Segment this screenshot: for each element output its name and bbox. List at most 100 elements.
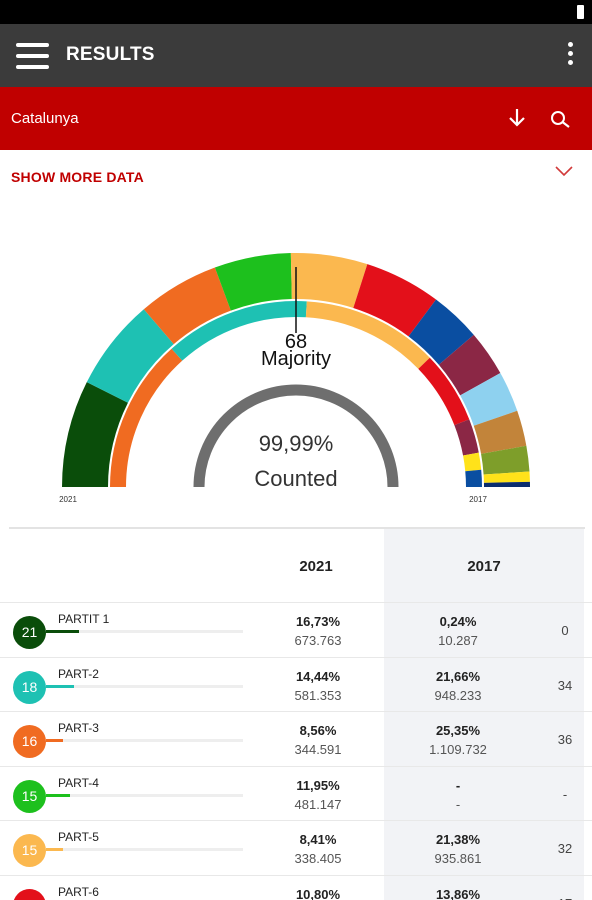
- header-2017: 2017: [467, 558, 501, 575]
- vote-share-bar: [46, 684, 243, 688]
- votes-2021: 338.405: [294, 851, 342, 866]
- divider: [9, 527, 585, 529]
- table-row[interactable]: 15 PART-4 11,95% 481.147 - - -: [0, 765, 592, 821]
- counted-value: 99,99%: [259, 431, 334, 456]
- pct-2017: 13,86%: [435, 886, 481, 900]
- show-more-data-toggle[interactable]: SHOW MORE DATA: [0, 150, 592, 202]
- pct-2017: 21,66%: [435, 668, 481, 684]
- seat-slice: [481, 445, 530, 475]
- seat-slice: [86, 309, 175, 404]
- seat-slice: [352, 264, 437, 337]
- seat-slice: [454, 419, 479, 456]
- seat-slice: [408, 299, 474, 366]
- votes-2021: 344.591: [294, 742, 342, 757]
- ring-label-outer: 2021: [59, 495, 77, 504]
- votes-2017: 948.233: [434, 687, 482, 703]
- search-icon[interactable]: [548, 106, 574, 132]
- seats-badge: 15: [13, 834, 46, 867]
- seat-slice: [143, 267, 232, 345]
- pct-2021: 10,80%: [295, 886, 341, 900]
- seat-slice: [214, 253, 293, 311]
- votes-2017: -: [455, 796, 461, 812]
- menu-icon[interactable]: [16, 43, 49, 69]
- votes-2017: 10.287: [438, 633, 478, 648]
- header-2021: 2021: [299, 558, 333, 575]
- table-row[interactable]: 13 PART-6 10,80% 13,86% 17: [0, 874, 592, 900]
- vote-share-bar: [46, 848, 243, 851]
- table-header: 2021 2017: [0, 529, 592, 602]
- table-row[interactable]: 15 PART-5 8,41% 338.405 21,38% 935.861 3…: [0, 820, 592, 875]
- ring-2017: [110, 301, 482, 488]
- table-row[interactable]: 16 PART-3 8,56% 344.591 25,35% 1.109.732…: [0, 711, 592, 766]
- pct-2021: 14,44%: [295, 668, 341, 684]
- vote-share-bar: [46, 630, 243, 633]
- seat-slice: [62, 382, 129, 488]
- votes-2017: 1.109.732: [429, 742, 487, 757]
- vote-share-fill: [46, 848, 63, 851]
- vote-share-fill: [46, 630, 79, 633]
- pct-2021: 8,56%: [299, 723, 337, 738]
- table-row[interactable]: 18 PART-2 14,44% 581.353 21,66% 948.233 …: [0, 656, 592, 712]
- seat-slice: [110, 348, 183, 488]
- ring-label-inner: 2017: [469, 495, 487, 504]
- votes-2017: 935.861: [434, 851, 482, 866]
- party-name: PART-3: [58, 721, 99, 735]
- votes-2021: 481.147: [294, 796, 342, 812]
- vote-share-fill: [46, 684, 75, 688]
- seats-2017: 32: [557, 841, 573, 856]
- vote-share-fill: [46, 739, 63, 742]
- seats-2017: -: [562, 786, 568, 802]
- seats-badge: 21: [13, 616, 46, 649]
- party-name: PART-6: [58, 884, 99, 899]
- vote-share-fill: [46, 793, 70, 797]
- seat-slice: [463, 452, 482, 472]
- page-title: RESULTS: [66, 44, 155, 65]
- battery-icon: [577, 5, 584, 19]
- vote-share-bar: [46, 739, 243, 742]
- party-name: PART-4: [58, 775, 99, 790]
- votes-2021: 673.763: [294, 633, 342, 648]
- seats-badge: 13: [13, 888, 46, 900]
- download-arrow-icon[interactable]: [505, 105, 529, 131]
- pct-2017: 21,38%: [435, 832, 481, 847]
- seats-2017: 36: [557, 732, 573, 747]
- party-name: PARTIT 1: [58, 612, 110, 626]
- status-bar: [0, 0, 592, 24]
- seat-slice: [473, 410, 527, 455]
- seat-slice: [465, 469, 482, 488]
- party-name: PART-5: [58, 830, 99, 844]
- majority-label: Majority: [261, 348, 331, 370]
- seats-2017: 34: [557, 677, 573, 693]
- region-bar: Catalunya: [0, 87, 592, 150]
- seat-slice: [290, 253, 368, 309]
- majority-value: 68: [285, 331, 307, 353]
- seat-chart: 68 Majority 99,99% Counted 2021 2017: [59, 253, 530, 504]
- seat-slice: [459, 373, 518, 427]
- chevron-down-icon[interactable]: [554, 164, 574, 178]
- seats-badge: 15: [13, 779, 46, 813]
- pct-2017: 25,35%: [435, 723, 481, 738]
- column-2017-background: [384, 529, 584, 900]
- pct-2021: 16,73%: [295, 614, 341, 629]
- counted-label: Counted: [254, 466, 337, 491]
- region-name[interactable]: Catalunya: [11, 110, 79, 127]
- pct-2017: 0,24%: [439, 614, 477, 629]
- pct-2021: 8,41%: [299, 832, 337, 847]
- votes-2021: 581.353: [294, 687, 342, 703]
- seat-slice: [438, 334, 501, 396]
- seats-2017: 17: [540, 896, 590, 900]
- vote-share-bar: [46, 793, 243, 797]
- results-table: 2021 2017 21 PARTIT 1 16,73% 673.763 0,2…: [0, 529, 592, 900]
- seats-badge: 18: [13, 670, 46, 704]
- app-bar: RESULTS: [0, 24, 592, 87]
- seats-badge: 16: [13, 725, 46, 758]
- seat-slice: [305, 301, 430, 369]
- seat-slice: [171, 301, 307, 361]
- seat-slice: [418, 357, 470, 426]
- pct-2021: 11,95%: [296, 777, 340, 793]
- show-more-label: SHOW MORE DATA: [11, 169, 144, 185]
- more-options-icon[interactable]: [566, 42, 574, 70]
- seats-2017: 0: [561, 623, 569, 638]
- pct-2017: -: [455, 777, 461, 793]
- table-row[interactable]: 21 PARTIT 1 16,73% 673.763 0,24% 10.287 …: [0, 602, 592, 657]
